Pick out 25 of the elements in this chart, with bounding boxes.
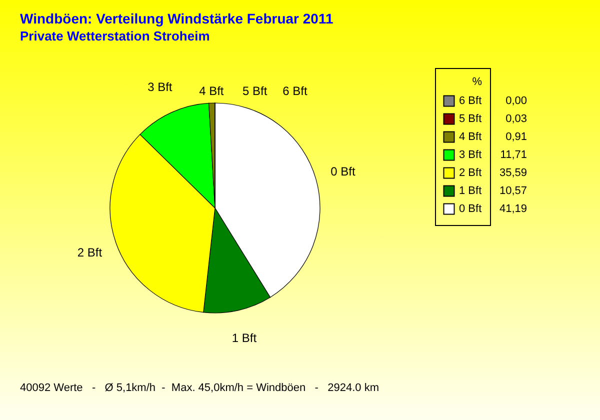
category-label: 6 Bft: [282, 84, 308, 98]
legend-label: 5 Bft: [459, 113, 482, 125]
slice-label: 0 Bft: [330, 164, 356, 179]
category-label: 5 Bft: [242, 84, 268, 98]
legend-label: 6 Bft: [459, 95, 482, 107]
legend-label: 2 Bft: [459, 167, 482, 179]
legend-label: 3 Bft: [459, 149, 482, 161]
legend-label: 4 Bft: [459, 131, 482, 143]
data-label: 10,57: [499, 185, 527, 197]
slice-label: 4 Bft: [199, 84, 224, 98]
legend-label: 1 Bft: [459, 185, 482, 197]
legend-label: 0 Bft: [459, 203, 482, 215]
data-label: 0,91: [506, 131, 527, 143]
slice-label: 2 Bft: [77, 246, 103, 260]
legend-title: %: [472, 76, 482, 88]
chart-title: Windböen: Verteilung Windstärke Februar 2011: [20, 10, 334, 26]
data-label: 0,03: [506, 113, 527, 125]
slice-label: 1 Bft: [232, 330, 258, 345]
data-label: 11,71: [500, 149, 527, 161]
data-label: 41,19: [499, 203, 527, 215]
slice-label: 3 Bft: [148, 80, 173, 94]
data-label: 35,59: [499, 167, 527, 179]
text: 0,00: [506, 95, 527, 107]
text: 40092 Werte - Ø 5,1km/h - Max. 45,0km/h = Windböen - 2924.0 km: [20, 382, 379, 394]
chart-subtitle: Private Wetterstation Stroheim: [20, 28, 210, 44]
